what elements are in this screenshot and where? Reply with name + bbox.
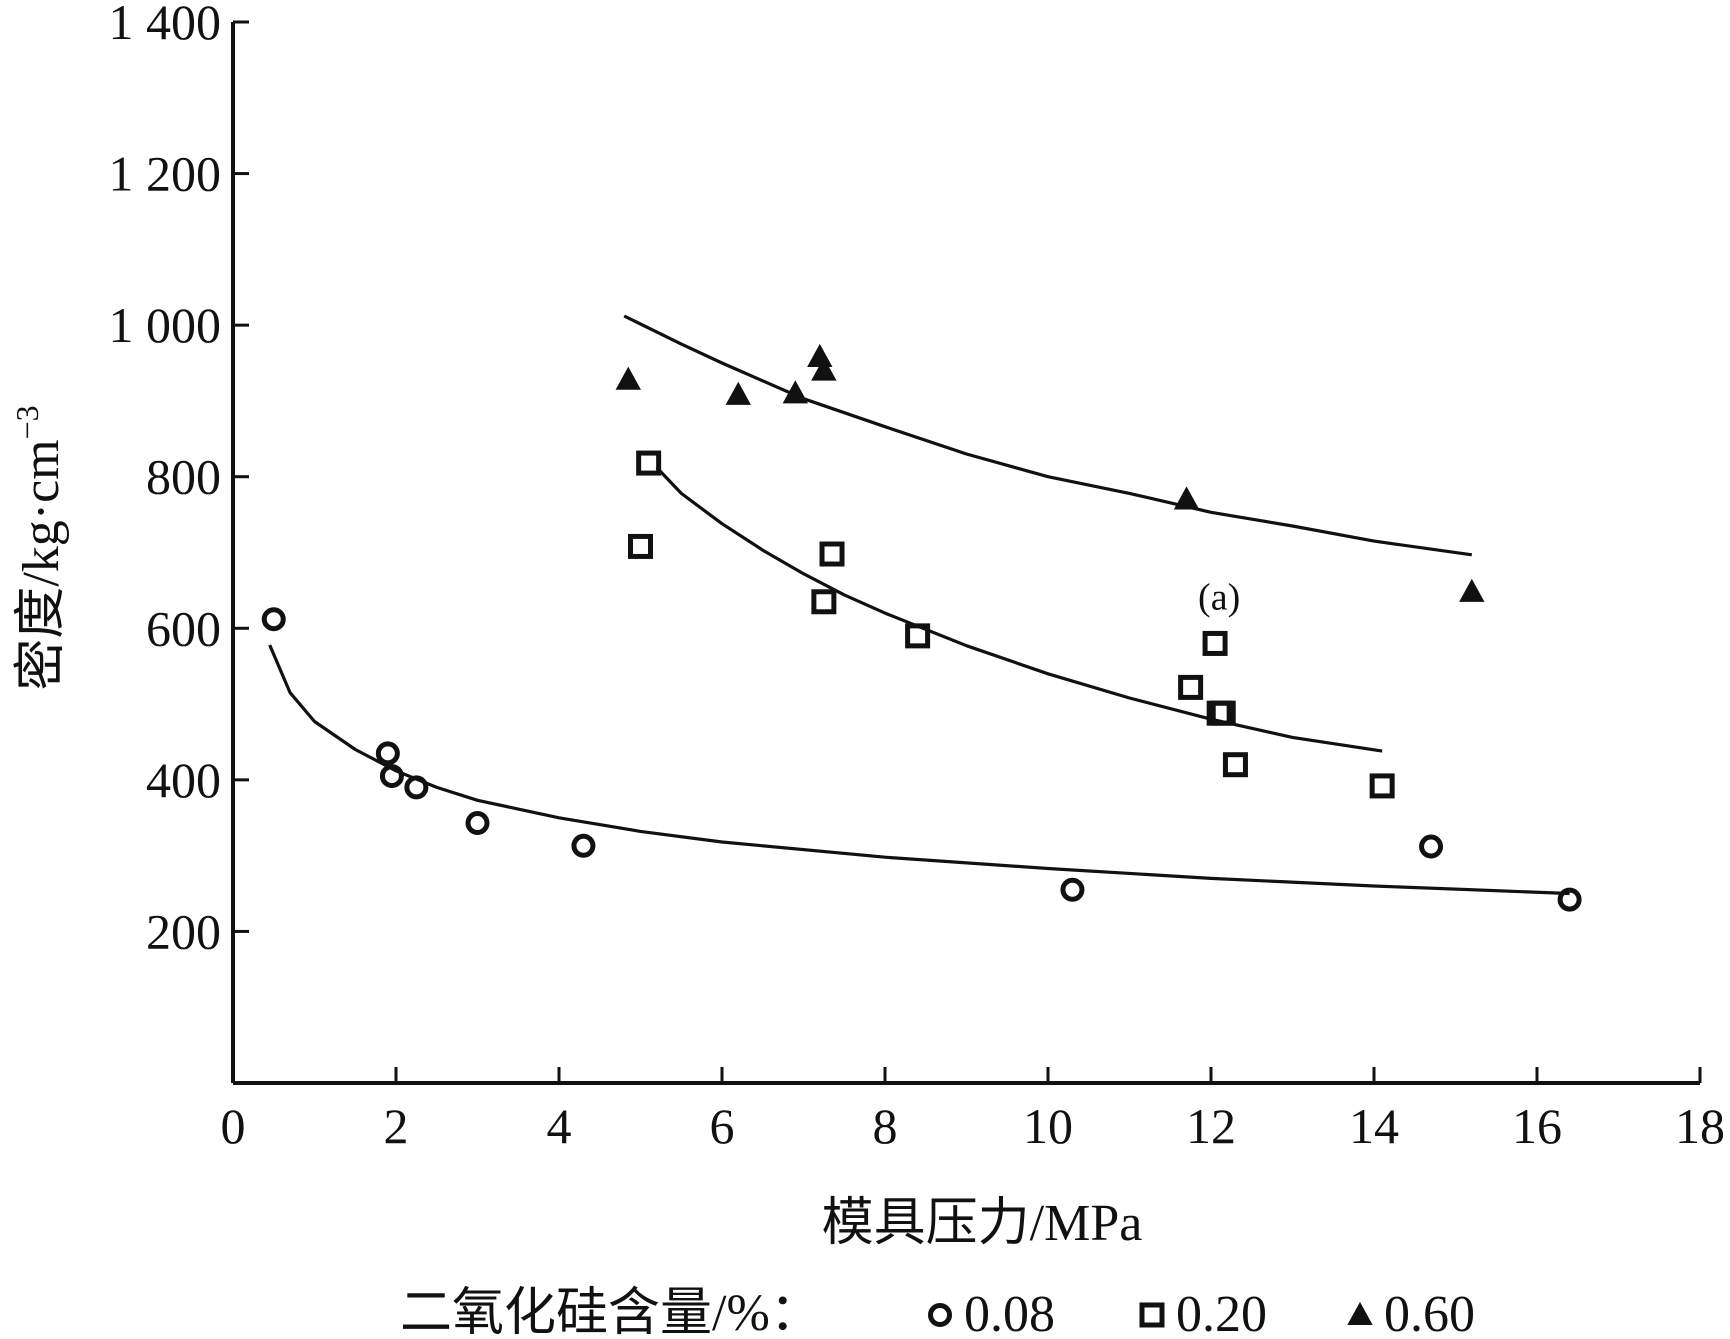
- data-point-circle: [404, 775, 429, 800]
- legend-marker-circle: [928, 1303, 952, 1327]
- data-point-square: [636, 450, 662, 476]
- y-tick-label: 400: [146, 752, 221, 808]
- x-tick-label: 4: [547, 1098, 572, 1154]
- data-point-square: [811, 589, 837, 615]
- y-tick-label: 600: [146, 600, 221, 656]
- legend: 二氧化硅含量/%： 0.08 0.20 0.60: [400, 1285, 1475, 1339]
- legend-label: 0.60: [1384, 1286, 1475, 1339]
- fit-lines: [268, 314, 1570, 896]
- y-tick-label: 800: [146, 449, 221, 505]
- data-point-square: [1202, 630, 1228, 656]
- axes: 0 2 4 6 8 10 12 14 16 18 200 400 600 800 1 000 1 200 1 4…: [109, 0, 1726, 1154]
- fit-line-0.20: [655, 466, 1383, 753]
- legend-label: 0.20: [1176, 1286, 1267, 1339]
- legend-title: 二氧化硅含量/%：: [400, 1285, 822, 1339]
- y-axis-title-superscript: −3: [9, 405, 45, 439]
- data-point-circle: [261, 607, 286, 632]
- data-point-circle: [1060, 877, 1085, 902]
- data-point-circle: [1557, 887, 1582, 912]
- fit-line-0.60: [623, 314, 1473, 557]
- data-point-triangle: [782, 380, 809, 404]
- x-axis-title: 模具压力/MPa: [822, 1195, 1143, 1252]
- y-tick-label: 1 400: [109, 0, 222, 50]
- data-point-square: [819, 541, 845, 567]
- x-tick-label: 14: [1349, 1098, 1399, 1154]
- x-tick-label: 8: [873, 1098, 898, 1154]
- y-axis-title: 密度/kg·cm−3: [9, 405, 70, 690]
- legend-label: 0.08: [964, 1286, 1055, 1339]
- x-tick-label: 12: [1186, 1098, 1236, 1154]
- data-point-square: [1369, 773, 1395, 799]
- y-axis-title-text: 密度/kg·cm: [13, 439, 70, 690]
- svg-text:密度/kg·cm−3: 密度/kg·cm−3: [9, 405, 70, 690]
- y-tick-label: 1 200: [109, 146, 222, 202]
- x-tick-label: 18: [1675, 1098, 1725, 1154]
- data-point-triangle: [811, 357, 837, 381]
- data-point-square: [905, 623, 931, 649]
- legend-marker-square: [1139, 1302, 1165, 1328]
- data-point-circle: [571, 833, 596, 858]
- data-point-circle: [375, 741, 400, 766]
- annotation-label: (a): [1198, 576, 1240, 618]
- y-tick-label: 200: [146, 903, 221, 959]
- fit-line-0.08: [268, 644, 1570, 896]
- data-point-triangle: [725, 381, 751, 405]
- data-point-square: [1178, 674, 1204, 700]
- data-point-triangle: [615, 366, 641, 390]
- x-tick-label: 16: [1512, 1098, 1562, 1154]
- x-tick-label: 6: [710, 1098, 735, 1154]
- data-point-square: [628, 533, 653, 559]
- data-point-circle: [379, 764, 404, 789]
- data-point-square: [1210, 700, 1236, 726]
- data-point-triangle: [1459, 578, 1485, 602]
- data-point-triangle: [1173, 486, 1200, 510]
- y-tick-label: 1 000: [109, 297, 222, 353]
- x-tick-label: 10: [1023, 1098, 1073, 1154]
- x-tick-label: 0: [221, 1098, 246, 1154]
- data-point-circle: [465, 811, 490, 836]
- legend-marker-triangle: [1347, 1301, 1373, 1325]
- data-point-triangle: [807, 343, 833, 367]
- markers: [261, 343, 1582, 912]
- legend-items: 0.08 0.20 0.60: [928, 1286, 1475, 1339]
- data-point-square: [1222, 752, 1248, 778]
- data-point-circle: [1419, 834, 1444, 859]
- x-tick-label: 2: [384, 1098, 409, 1154]
